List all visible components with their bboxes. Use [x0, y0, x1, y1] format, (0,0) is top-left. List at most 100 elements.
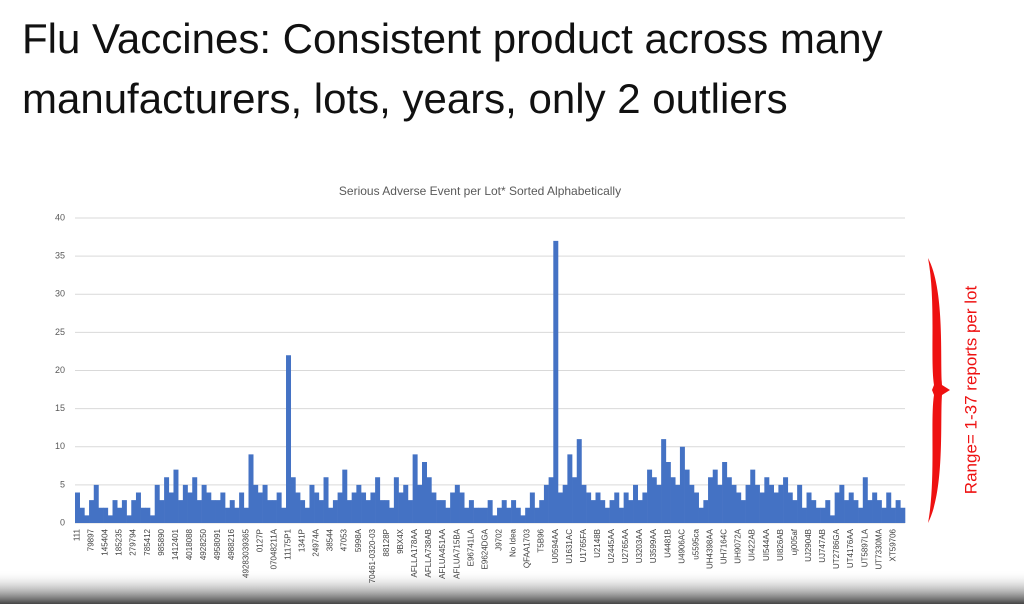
bar: [196, 500, 202, 523]
x-tick-label: AFLLA738AB: [424, 529, 433, 577]
x-tick-label: U2445AA: [607, 528, 616, 563]
y-tick-label: 40: [55, 212, 65, 222]
bar: [740, 500, 746, 523]
chart-title: Serious Adverse Event per Lot* Sorted Al…: [339, 184, 621, 198]
bar: [651, 477, 657, 523]
x-tick-label: 79897: [87, 528, 96, 551]
bar: [93, 484, 99, 523]
x-tick-label: UH7164C: [720, 529, 729, 564]
bar: [895, 500, 901, 523]
bar: [534, 507, 540, 523]
x-tick-label: AFLUA715BA: [452, 528, 461, 578]
bar: [562, 484, 568, 523]
bar: [201, 484, 207, 523]
x-tick-label: 70461-0320-03: [368, 528, 377, 583]
y-tick-label: 35: [55, 251, 65, 261]
bar: [234, 507, 240, 523]
bar: [220, 492, 226, 523]
bar: [286, 355, 292, 523]
bar: [473, 507, 479, 523]
x-tick-label: uj005af: [790, 528, 799, 555]
y-tick-label: 10: [55, 441, 65, 451]
bar: [553, 240, 559, 523]
y-tick-label: 20: [55, 365, 65, 375]
bar: [206, 492, 212, 523]
bar: [342, 469, 348, 523]
y-tick-label: 30: [55, 289, 65, 299]
bar: [520, 515, 526, 523]
x-tick-label: U2148B: [593, 529, 602, 558]
x-tick-label: 24974A: [312, 528, 321, 556]
bar: [525, 507, 531, 523]
bar: [628, 500, 634, 523]
x-tick-label: U3599AA: [649, 528, 658, 563]
x-tick-label: 47053: [340, 528, 349, 551]
bar: [389, 507, 395, 523]
bar: [482, 507, 488, 523]
y-tick-label: 15: [55, 403, 65, 413]
heading-line: manufacturers, lots, years, only 2 outli…: [22, 75, 788, 122]
bar: [684, 469, 690, 523]
x-tick-label: 985890: [157, 528, 166, 555]
bar: [567, 454, 573, 523]
x-tick-label: E96741LA: [466, 528, 475, 566]
bar: [75, 492, 80, 523]
x-tick-label: J9702: [494, 528, 503, 550]
bar: [328, 507, 334, 523]
bar: [858, 507, 864, 523]
bar: [881, 507, 887, 523]
bar: [806, 492, 812, 523]
y-tick-label: 5: [60, 479, 65, 489]
bar: [407, 500, 413, 523]
bar: [150, 515, 156, 523]
bar: [572, 477, 578, 523]
bar: [773, 492, 779, 523]
bar: [290, 477, 296, 523]
bar: [886, 492, 892, 523]
x-tick-label: U1631AC: [565, 529, 574, 564]
x-tick-label: 9BX4X: [396, 528, 405, 554]
bar: [623, 492, 629, 523]
bar: [698, 507, 704, 523]
bar: [618, 507, 624, 523]
bar: [867, 500, 873, 523]
x-tick-label: 4928250: [199, 528, 208, 560]
bar: [478, 507, 484, 523]
bar: [614, 492, 620, 523]
bar: [604, 507, 610, 523]
bar: [890, 507, 896, 523]
x-tick-label: 279794: [129, 528, 138, 555]
bar: [431, 492, 437, 523]
x-tick-label: AFLUA451AA: [438, 528, 447, 578]
bar: [543, 484, 549, 523]
bar: [708, 477, 714, 523]
bar: [557, 492, 563, 523]
x-tick-label: AFLLA178AA: [410, 528, 419, 577]
x-tick-label: 0127P: [255, 529, 264, 552]
bar: [89, 500, 95, 523]
bar: [529, 492, 535, 523]
bar: [839, 484, 845, 523]
bar: [276, 492, 282, 523]
bar: [825, 500, 831, 523]
bar: [168, 492, 174, 523]
x-tick-label: T5B96: [537, 528, 546, 552]
bar: [243, 507, 249, 523]
bar: [750, 469, 756, 523]
bar: [304, 507, 310, 523]
bar: [192, 477, 198, 523]
x-tick-label: U4906AC: [677, 529, 686, 564]
bar: [173, 469, 179, 523]
x-tick-label: 38544: [326, 528, 335, 551]
bar: [154, 484, 160, 523]
bar: [253, 484, 259, 523]
bar: [417, 484, 423, 523]
bar: [872, 492, 878, 523]
bar: [637, 500, 643, 523]
heading-line: Flu Vaccines: Consistent product across …: [22, 15, 883, 62]
bar: [492, 515, 498, 523]
bar: [675, 484, 681, 523]
bar: [468, 500, 474, 523]
bar: [900, 507, 906, 523]
bar: [365, 500, 371, 523]
